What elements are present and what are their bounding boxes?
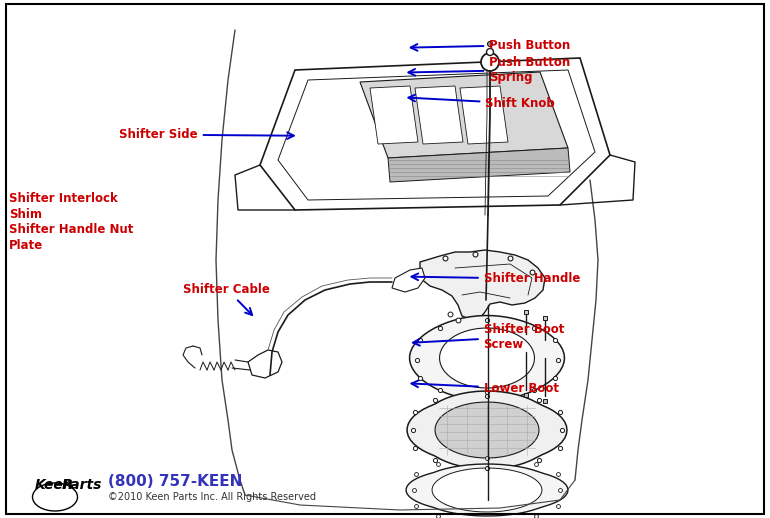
Polygon shape xyxy=(260,58,610,210)
Polygon shape xyxy=(360,72,568,158)
Polygon shape xyxy=(420,250,545,320)
Polygon shape xyxy=(432,468,542,512)
Polygon shape xyxy=(406,464,568,516)
Text: Push Button: Push Button xyxy=(410,38,571,52)
Polygon shape xyxy=(388,148,570,182)
Text: Keen: Keen xyxy=(35,478,74,492)
Polygon shape xyxy=(440,328,534,388)
Text: Push Button
Spring: Push Button Spring xyxy=(408,56,571,84)
Polygon shape xyxy=(410,315,564,400)
Text: Plate: Plate xyxy=(9,239,43,252)
Text: Shifter Side: Shifter Side xyxy=(119,128,294,141)
Text: Shifter Handle: Shifter Handle xyxy=(411,272,580,285)
Ellipse shape xyxy=(481,53,499,71)
Text: Shifter Boot
Screw: Shifter Boot Screw xyxy=(413,323,564,351)
Text: Shim: Shim xyxy=(9,208,42,221)
Text: Shifter Cable: Shifter Cable xyxy=(183,282,270,315)
Text: Shift Knob: Shift Knob xyxy=(408,95,555,110)
Polygon shape xyxy=(460,86,508,144)
Polygon shape xyxy=(370,86,418,144)
Text: ©2010 Keen Parts Inc. All Rights Reserved: ©2010 Keen Parts Inc. All Rights Reserve… xyxy=(108,492,316,502)
Text: Lower Boot: Lower Boot xyxy=(411,381,558,395)
Polygon shape xyxy=(435,402,539,458)
Polygon shape xyxy=(248,350,282,378)
Text: Shifter Interlock: Shifter Interlock xyxy=(9,192,118,205)
Polygon shape xyxy=(415,86,463,144)
Text: Shifter Handle Nut: Shifter Handle Nut xyxy=(9,223,134,236)
Polygon shape xyxy=(392,268,425,292)
Text: (800) 757-KEEN: (800) 757-KEEN xyxy=(108,474,243,489)
Ellipse shape xyxy=(487,41,493,47)
Polygon shape xyxy=(407,391,567,469)
Text: Parts: Parts xyxy=(62,478,102,492)
Ellipse shape xyxy=(487,49,494,55)
